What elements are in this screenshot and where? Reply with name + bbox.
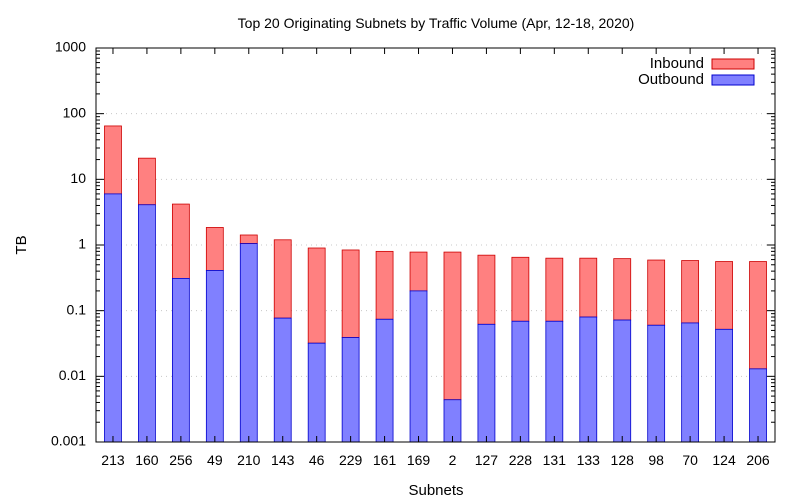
y-tick-label: 1000 xyxy=(55,39,86,55)
bar-inbound-70 xyxy=(681,260,700,324)
x-tick-label: 210 xyxy=(237,452,261,468)
legend-label-outbound: Outbound xyxy=(638,71,704,88)
x-axis-title: Subnets xyxy=(408,482,463,499)
bar-inbound-98 xyxy=(647,259,666,326)
chart-title: Top 20 Originating Subnets by Traffic Vo… xyxy=(238,15,635,31)
bar-outbound-127 xyxy=(477,323,496,443)
x-tick-label: 131 xyxy=(543,452,567,468)
bar-outbound-229 xyxy=(341,337,360,443)
x-tick-label: 124 xyxy=(712,452,736,468)
y-tick-label: 0.01 xyxy=(59,367,86,383)
bar-outbound-98 xyxy=(647,324,666,443)
bar-inbound-2 xyxy=(443,251,462,401)
bar-inbound-133 xyxy=(579,257,598,318)
x-tick-label: 128 xyxy=(611,452,635,468)
x-tick-label: 256 xyxy=(169,452,193,468)
bar-inbound-128 xyxy=(613,258,632,321)
x-tick-label: 98 xyxy=(648,452,664,468)
bars xyxy=(104,125,767,443)
bar-inbound-46 xyxy=(307,247,326,344)
x-tick-label: 169 xyxy=(407,452,431,468)
y-tick-label: 1 xyxy=(78,236,86,252)
x-tick-label: 46 xyxy=(309,452,325,468)
x-tick-label: 127 xyxy=(475,452,499,468)
y-tick-label: 100 xyxy=(63,104,87,120)
plot-frame xyxy=(95,47,776,443)
axis-ticks: 0.001 0.01 0.1 1 10 100 1000 213 160 256 49 210 143 4… xyxy=(51,39,775,468)
y-tick-label: 0.1 xyxy=(67,301,87,317)
bar-inbound-124 xyxy=(715,261,733,330)
bar-outbound-256 xyxy=(171,278,190,443)
x-tick-label: 49 xyxy=(207,452,223,468)
bar-inbound-161 xyxy=(375,250,394,320)
grid-lines xyxy=(96,113,775,377)
x-tick-label: 70 xyxy=(682,452,698,468)
y-axis-title: TB xyxy=(13,235,30,254)
legend-swatch-inbound xyxy=(711,58,755,70)
bar-outbound-169 xyxy=(409,290,428,443)
bar-outbound-128 xyxy=(613,319,632,443)
x-tick-label: 133 xyxy=(577,452,601,468)
bar-inbound-206 xyxy=(749,261,767,370)
x-tick-label: 213 xyxy=(101,452,125,468)
bar-inbound-143 xyxy=(273,239,292,319)
bar-inbound-229 xyxy=(341,249,360,338)
bar-inbound-228 xyxy=(511,256,530,322)
y-tick-label: 0.001 xyxy=(51,433,86,449)
bar-outbound-213 xyxy=(104,193,122,443)
bar-inbound-131 xyxy=(545,257,564,322)
bar-outbound-70 xyxy=(681,322,700,443)
x-tick-label: 229 xyxy=(339,452,363,468)
bar-outbound-133 xyxy=(579,316,598,443)
x-tick-label: 161 xyxy=(373,452,397,468)
bar-inbound-213 xyxy=(104,125,122,195)
bar-inbound-160 xyxy=(138,157,156,206)
bar-outbound-161 xyxy=(375,318,394,443)
legend-swatch-outbound xyxy=(711,74,755,86)
bar-outbound-143 xyxy=(273,317,292,443)
bar-outbound-210 xyxy=(239,243,258,443)
bar-inbound-210 xyxy=(239,234,258,245)
legend-label-inbound: Inbound xyxy=(650,55,704,72)
bar-inbound-169 xyxy=(409,251,428,292)
bar-outbound-49 xyxy=(205,270,224,443)
x-tick-label: 206 xyxy=(746,452,770,468)
bar-outbound-160 xyxy=(138,204,156,443)
x-tick-label: 160 xyxy=(135,452,159,468)
bar-inbound-127 xyxy=(477,254,496,325)
x-tick-label: 2 xyxy=(449,452,457,468)
x-tick-label: 143 xyxy=(271,452,295,468)
bar-inbound-49 xyxy=(205,227,224,271)
bar-outbound-124 xyxy=(715,328,733,443)
bar-outbound-206 xyxy=(749,368,767,443)
y-tick-label: 10 xyxy=(70,170,86,186)
bar-outbound-46 xyxy=(307,342,326,443)
bar-outbound-2 xyxy=(443,399,462,443)
bar-outbound-228 xyxy=(511,320,530,443)
x-tick-label: 228 xyxy=(509,452,533,468)
bar-outbound-131 xyxy=(545,320,564,443)
bar-inbound-256 xyxy=(171,203,190,279)
